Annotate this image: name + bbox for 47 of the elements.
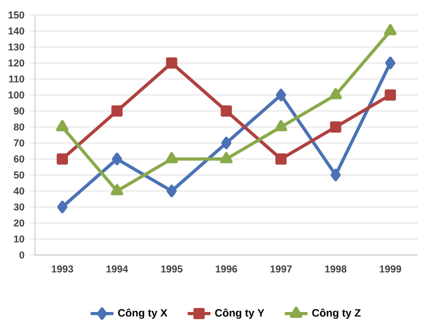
y-tick-label: 90 — [14, 107, 24, 115]
point — [330, 168, 341, 182]
x-tick-label: 1993 — [52, 265, 74, 272]
y-tick-label: 20 — [14, 219, 24, 227]
y-tick-label: 100 — [8, 91, 24, 99]
point — [165, 152, 178, 164]
point — [221, 136, 232, 150]
y-tick-label: 130 — [8, 43, 24, 51]
y-tick-label: 140 — [8, 27, 24, 35]
point — [384, 24, 397, 36]
point — [329, 88, 342, 100]
y-tick-label: 120 — [8, 59, 24, 67]
y-tick-label: 80 — [14, 123, 24, 131]
legend-label: Công ty X — [118, 308, 168, 319]
y-tick-label: 10 — [14, 235, 24, 243]
x-tick-label: 1995 — [161, 265, 183, 272]
point — [220, 105, 232, 117]
y-tick-label: 30 — [14, 203, 24, 211]
point — [111, 105, 123, 117]
point — [384, 89, 396, 101]
point — [275, 153, 287, 165]
point — [385, 56, 396, 70]
y-tick-label: 150 — [8, 11, 24, 19]
point — [112, 152, 122, 166]
y-tick-label: 70 — [14, 139, 24, 147]
point — [220, 152, 233, 164]
point — [166, 57, 178, 69]
point — [56, 153, 68, 165]
point — [166, 184, 177, 198]
point — [276, 88, 286, 102]
y-tick-label: 60 — [14, 155, 24, 163]
y-tick-label: 110 — [9, 75, 24, 83]
x-tick-label: 1997 — [270, 265, 292, 272]
y-tick-label: 50 — [14, 171, 24, 179]
point — [110, 184, 124, 196]
legend-label: Công ty Z — [312, 308, 361, 319]
x-tick-label: 1998 — [325, 265, 346, 272]
point — [274, 120, 288, 132]
point — [330, 121, 342, 133]
y-tick-label: 0 — [19, 251, 24, 259]
point — [57, 200, 68, 214]
x-tick-label: 1996 — [216, 265, 238, 272]
x-tick-label: 1994 — [106, 265, 128, 272]
point — [56, 120, 69, 132]
legend-label: Công ty Y — [215, 308, 264, 319]
x-tick-label: 1999 — [380, 265, 402, 272]
y-tick-label: 40 — [14, 187, 24, 195]
